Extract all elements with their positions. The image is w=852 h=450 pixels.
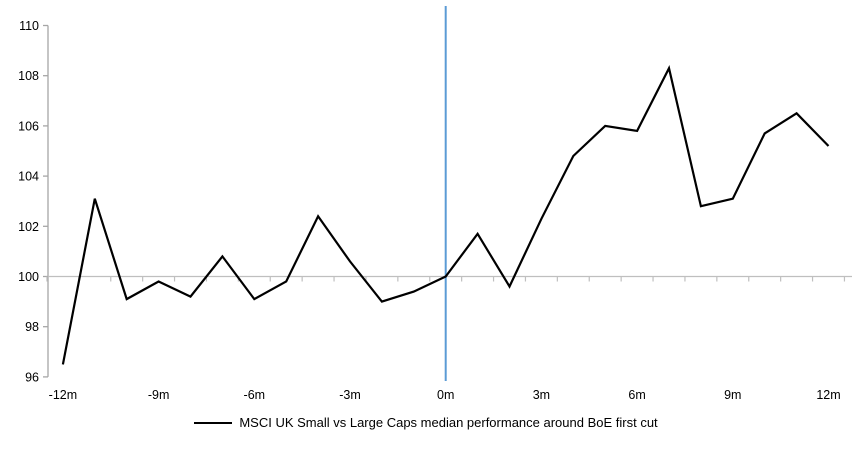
x-tick-label: 3m bbox=[533, 388, 550, 402]
x-tick-label: -9m bbox=[148, 388, 170, 402]
line-chart-canvas: 96 98 100 102 104 106 108 110 -12m -9m -6m -3m 0m 3m 6… bbox=[18, 6, 852, 402]
x-tick-label: 12m bbox=[816, 388, 840, 402]
x-tick-label: 9m bbox=[724, 388, 741, 402]
y-tick-label: 96 bbox=[25, 370, 39, 384]
baseline-gridline bbox=[46, 275, 852, 282]
y-tick-label: 110 bbox=[19, 19, 39, 33]
legend-line-marker bbox=[194, 421, 233, 424]
x-tick-label: -3m bbox=[339, 388, 361, 402]
x-tick-label: 6m bbox=[628, 388, 645, 402]
legend-label: MSCI UK Small vs Large Caps median perfo… bbox=[239, 415, 658, 430]
series-line bbox=[61, 65, 830, 365]
y-tick-label: 100 bbox=[18, 270, 39, 284]
y-tick-label: 106 bbox=[18, 119, 39, 133]
x-tick-label: -12m bbox=[49, 388, 77, 402]
y-tick-label: 102 bbox=[18, 220, 39, 234]
x-axis-labels: -12m -9m -6m -3m 0m 3m 6m 9m 12m bbox=[49, 388, 841, 402]
y-tick-label: 104 bbox=[18, 170, 39, 184]
y-axis: 96 98 100 102 104 106 108 110 bbox=[18, 19, 49, 384]
y-tick-label: 98 bbox=[25, 320, 39, 334]
chart-legend: MSCI UK Small vs Large Caps median perfo… bbox=[0, 415, 852, 430]
x-tick-label: -6m bbox=[244, 388, 266, 402]
x-tick-label: 0m bbox=[437, 388, 454, 402]
y-tick-label: 108 bbox=[18, 69, 39, 83]
